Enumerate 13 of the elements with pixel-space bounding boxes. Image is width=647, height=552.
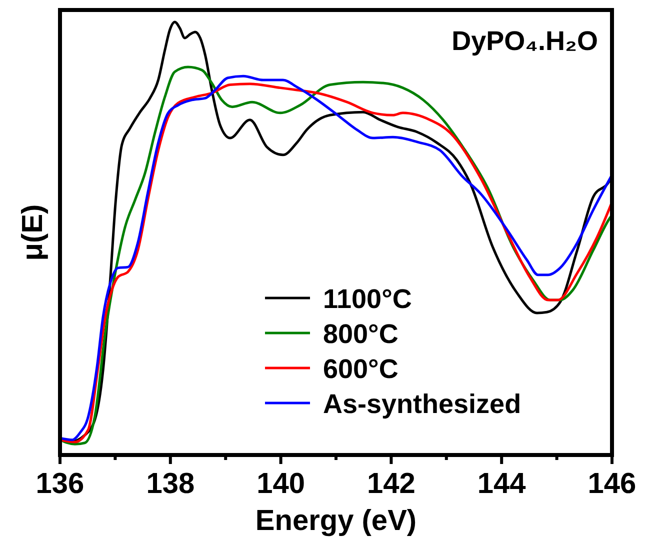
x-tick-label: 138 — [146, 468, 195, 500]
legend-label: As-synthesized — [323, 389, 522, 419]
x-tick-label: 136 — [36, 468, 84, 500]
x-tick-label: 142 — [367, 468, 416, 500]
legend-label: 600°C — [323, 354, 398, 384]
x-axis-title: Energy (eV) — [255, 505, 417, 537]
chart-title: DyPO₄.H₂O — [452, 26, 598, 56]
x-tick-label: 146 — [588, 468, 636, 500]
legend-label: 800°C — [323, 319, 398, 349]
legend-label: 1100°C — [323, 284, 412, 314]
x-tick-label: 140 — [256, 468, 305, 500]
y-axis-title: μ(E) — [17, 204, 49, 261]
x-tick-label: 144 — [477, 468, 526, 500]
